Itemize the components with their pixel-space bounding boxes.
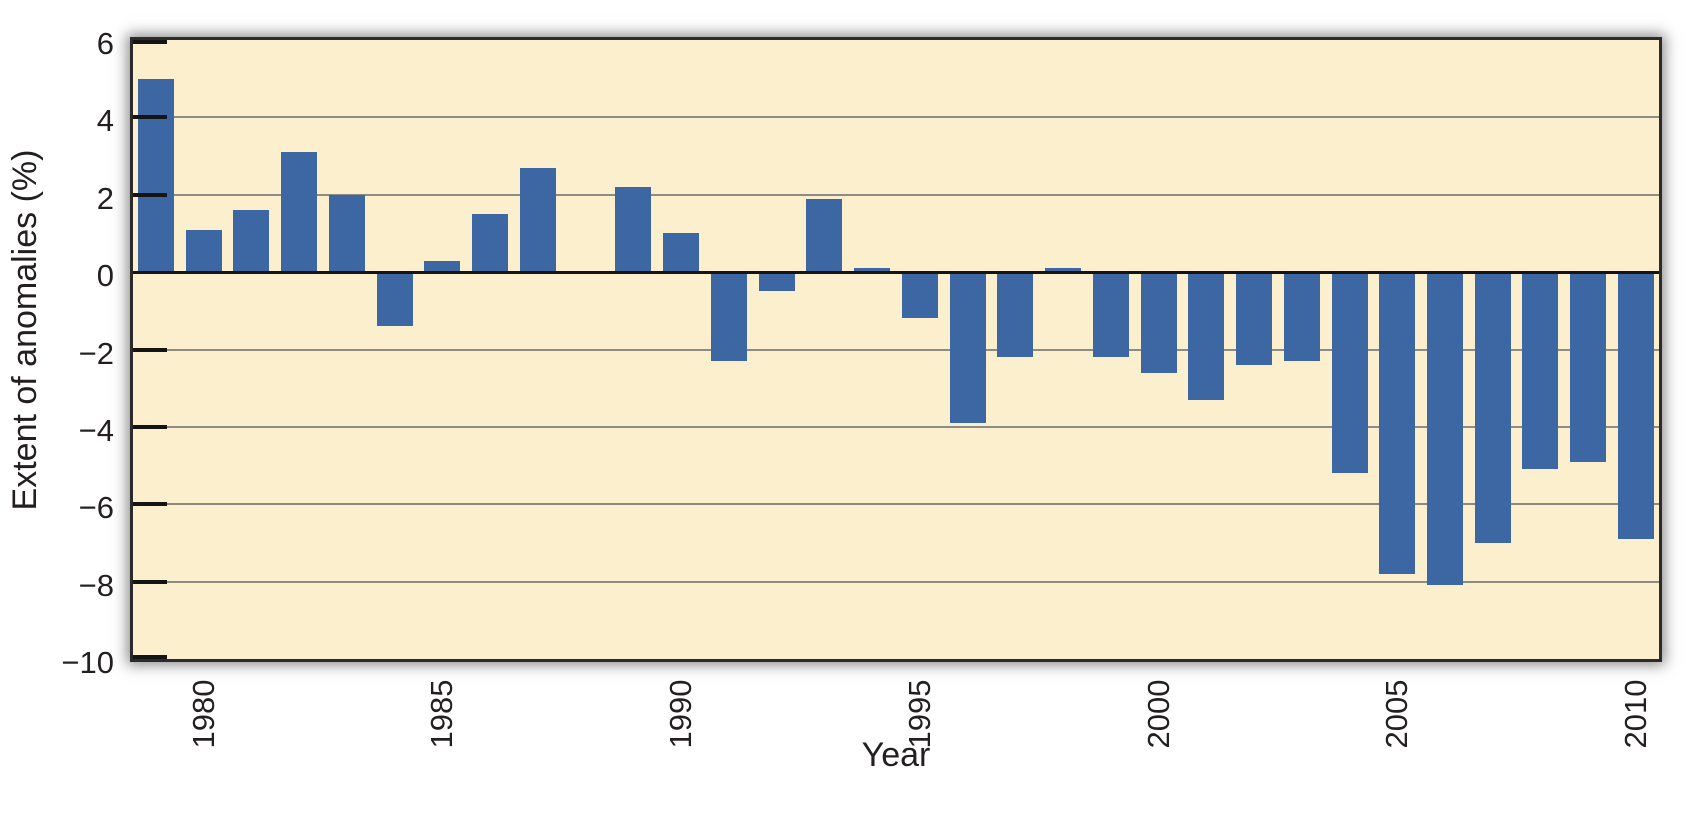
x-axis-title: Year <box>861 736 931 774</box>
x-tick-label-1985: 1985 <box>424 679 459 749</box>
y-axis-title: Extent of anomalies (%) <box>6 149 44 511</box>
y-tick-label-0: 0 <box>96 258 114 293</box>
bar-2005 <box>1379 272 1415 574</box>
bar-2000 <box>1141 272 1177 373</box>
bar-2006 <box>1427 272 1463 585</box>
zero-line <box>133 271 1659 274</box>
y-tick-6 <box>133 40 167 44</box>
y-tick-−8 <box>133 580 167 584</box>
y-tick-label-−8: −8 <box>78 568 114 603</box>
gridline-4 <box>133 116 1659 118</box>
bar-2002 <box>1236 272 1272 365</box>
bar-2008 <box>1522 272 1558 469</box>
bar-1991 <box>711 272 747 361</box>
bar-1994 <box>854 268 890 272</box>
bar-1986 <box>472 214 508 272</box>
x-tick-label-2005: 2005 <box>1379 679 1414 749</box>
gridline-−4 <box>133 426 1659 428</box>
gridline-2 <box>133 194 1659 196</box>
bar-2009 <box>1570 272 1606 462</box>
bar-1992 <box>759 272 795 291</box>
bar-1989 <box>615 187 651 272</box>
gridline-−2 <box>133 349 1659 351</box>
y-tick-label-−6: −6 <box>78 490 114 525</box>
y-tick-−4 <box>133 425 167 429</box>
bar-1996 <box>950 272 986 423</box>
bar-1983 <box>329 195 365 272</box>
bar-1987 <box>520 168 556 272</box>
plot-area <box>130 37 1662 662</box>
y-tick-label-−4: −4 <box>78 413 114 448</box>
gridline-−6 <box>133 503 1659 505</box>
bar-2010 <box>1618 272 1654 539</box>
y-tick-label-−2: −2 <box>78 336 114 371</box>
bar-1997 <box>997 272 1033 357</box>
bar-1998 <box>1045 268 1081 272</box>
bar-2003 <box>1284 272 1320 361</box>
y-tick-label-6: 6 <box>96 26 114 61</box>
y-tick-label-2: 2 <box>96 181 114 216</box>
bar-1982 <box>281 152 317 272</box>
bar-2007 <box>1475 272 1511 543</box>
y-tick-label-4: 4 <box>96 103 114 138</box>
bar-1985 <box>424 261 460 273</box>
bar-1981 <box>233 210 269 272</box>
bar-2004 <box>1332 272 1368 473</box>
bar-1993 <box>806 199 842 273</box>
gridline-−8 <box>133 581 1659 583</box>
y-tick-−10 <box>133 655 167 659</box>
y-tick-label-−10: −10 <box>61 645 114 680</box>
y-tick-2 <box>133 193 167 197</box>
x-tick-label-2010: 2010 <box>1618 679 1653 749</box>
bar-1995 <box>902 272 938 318</box>
bar-2001 <box>1188 272 1224 400</box>
y-tick-−2 <box>133 348 167 352</box>
y-tick-−6 <box>133 502 167 506</box>
x-tick-label-1980: 1980 <box>186 679 221 749</box>
bar-1984 <box>377 272 413 326</box>
bar-1979 <box>138 79 174 272</box>
bar-1999 <box>1093 272 1129 357</box>
bar-1990 <box>663 233 699 272</box>
bar-1980 <box>186 230 222 273</box>
y-tick-4 <box>133 115 167 119</box>
